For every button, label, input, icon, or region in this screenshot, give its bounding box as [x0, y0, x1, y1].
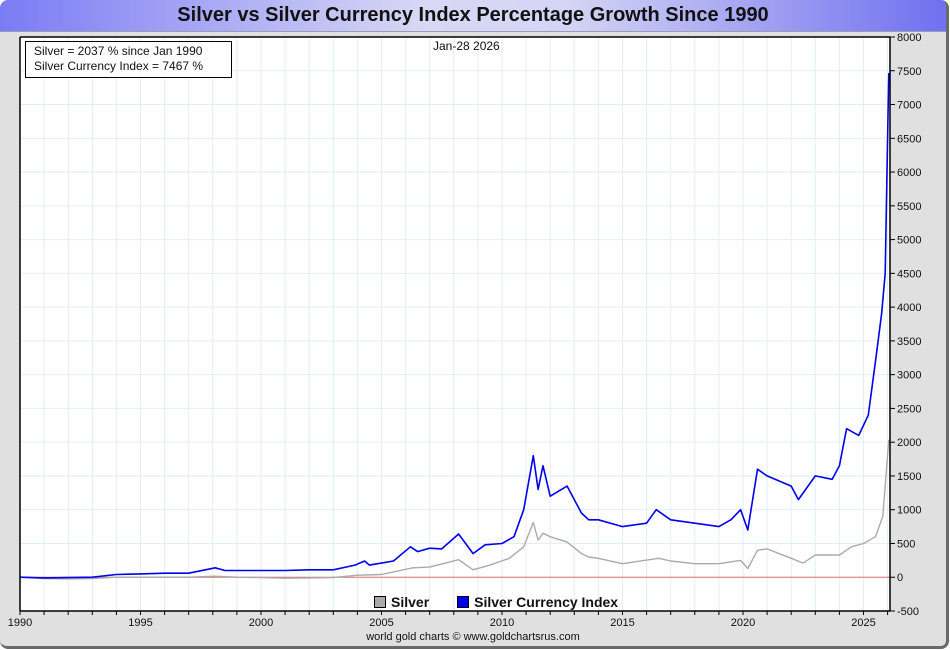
y-tick-label: 1500 [897, 471, 921, 483]
y-tick-label: 6500 [897, 133, 921, 145]
info-box: Silver = 2037 % since Jan 1990 Silver Cu… [25, 41, 232, 78]
y-tick-label: 2000 [897, 437, 921, 449]
axes: 1990 1995 2000 2005 2010 2015 2020 2025 -500 0 500… [8, 32, 922, 629]
x-tick-label: 2015 [610, 617, 634, 629]
series-line-silver [19, 439, 890, 580]
series-group [19, 72, 890, 580]
x-tick-label: 1990 [8, 617, 32, 629]
date-label: Jan-28 2026 [433, 39, 500, 53]
legend-label-silver: Silver [391, 594, 430, 610]
plot-area [20, 37, 890, 611]
y-tick-label: 1000 [897, 505, 921, 517]
x-tick-label: 2010 [490, 617, 514, 629]
legend-item-silver: Silver [374, 594, 429, 610]
legend-item-index: Silver Currency Index [457, 594, 618, 610]
y-tick-label: 4000 [897, 302, 921, 314]
y-tick-label: 2500 [897, 403, 921, 415]
x-tick-label: 1995 [128, 617, 152, 629]
y-tick-label: 7000 [897, 100, 921, 112]
y-tick-label: 8000 [897, 32, 921, 44]
y-tick-label: 3500 [897, 336, 921, 348]
info-index: Silver Currency Index = 7467 % [34, 59, 204, 73]
y-tick-label: 3000 [897, 370, 921, 382]
chart-title: Silver vs Silver Currency Index Percenta… [177, 4, 769, 26]
legend-swatch-silver [374, 596, 386, 608]
x-tick-label: 2000 [249, 617, 273, 629]
y-tick-label: 4500 [897, 268, 921, 280]
y-tick-label: 5000 [897, 235, 921, 247]
legend-swatch-index [457, 596, 470, 608]
legend: Silver Silver Currency Index [374, 594, 646, 610]
x-tick-label: 2005 [369, 617, 393, 629]
x-tick-label: 2020 [731, 617, 755, 629]
credit-text: world gold charts © www.goldchartsrus.co… [366, 631, 580, 643]
title-bar: Silver vs Silver Currency Index Percenta… [0, 0, 946, 32]
y-tick-label: 7500 [897, 66, 921, 78]
y-tick-label: 6000 [897, 167, 921, 179]
y-tick-label: 0 [897, 572, 903, 584]
series-line-silver-currency-index [19, 72, 890, 579]
x-tick-label: 2025 [851, 617, 875, 629]
legend-label-index: Silver Currency Index [474, 594, 619, 610]
y-tick-label: 5500 [897, 201, 921, 213]
y-tick-label: 500 [897, 538, 915, 550]
y-tick-label: -500 [897, 606, 919, 618]
info-silver: Silver = 2037 % since Jan 1990 [34, 44, 203, 58]
